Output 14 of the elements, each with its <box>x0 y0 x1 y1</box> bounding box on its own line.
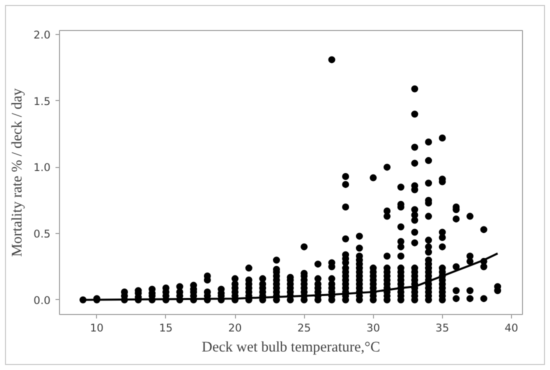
x-tick-label: 10 <box>90 322 104 334</box>
x-axis-title: Deck wet bulb temperature,°C <box>202 340 380 356</box>
x-tick-label: 25 <box>297 322 311 334</box>
y-tick-label: 0.5 <box>34 228 51 241</box>
x-tick-label: 20 <box>228 322 242 334</box>
y-tick-label: 1.5 <box>34 94 51 108</box>
x-tick-label: 30 <box>366 322 380 334</box>
y-axis-title: Mortality rate % / deck / day <box>10 88 26 257</box>
y-tick-label: 1.0 <box>34 161 51 174</box>
y-tick-label: 0.0 <box>34 294 51 307</box>
x-tick-label: 35 <box>436 322 450 334</box>
y-tick-label: 2.0 <box>34 28 51 42</box>
x-tick-label: 15 <box>159 322 173 334</box>
x-tick-label: 40 <box>504 322 518 334</box>
